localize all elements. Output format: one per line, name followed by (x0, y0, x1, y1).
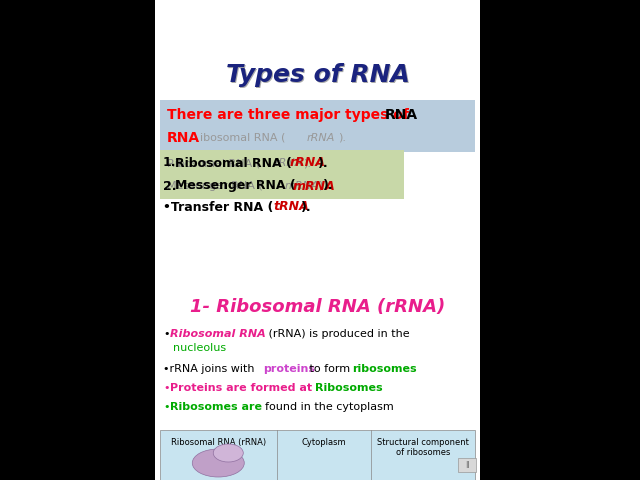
Text: ibosomal RNA (: ibosomal RNA ( (200, 133, 285, 143)
Text: ||: || (465, 461, 469, 468)
Text: ).: ). (323, 180, 333, 192)
Text: tRNA: tRNA (273, 201, 308, 214)
Text: There are three major types of: There are three major types of (167, 108, 413, 122)
Text: ).: ). (318, 156, 328, 169)
Text: Messenger RNA (: Messenger RNA ( (167, 181, 263, 191)
Text: rRNA: rRNA (275, 158, 303, 168)
FancyBboxPatch shape (458, 458, 476, 472)
Text: Proteins are formed at: Proteins are formed at (170, 383, 316, 393)
Text: Ribosomal RNA: Ribosomal RNA (170, 329, 266, 339)
FancyBboxPatch shape (155, 0, 480, 480)
Text: ).: ). (318, 181, 326, 191)
Text: to form: to form (306, 364, 354, 374)
Text: Cytoplasm: Cytoplasm (301, 438, 346, 447)
Text: nucleolus: nucleolus (173, 343, 226, 353)
Text: rRNA: rRNA (290, 156, 326, 169)
Text: RNA: RNA (167, 131, 200, 145)
Text: mRNA: mRNA (285, 181, 319, 191)
Text: proteins: proteins (263, 364, 315, 374)
Text: Ribosomes: Ribosomes (315, 383, 383, 393)
Text: Ribosomal RNA (: Ribosomal RNA ( (167, 158, 260, 168)
Text: ).: ). (338, 133, 346, 143)
Ellipse shape (213, 444, 243, 462)
Text: RNA: RNA (385, 108, 418, 122)
Text: •: • (163, 402, 170, 412)
Text: rRNA: rRNA (307, 133, 335, 143)
Text: •: • (163, 383, 170, 393)
Text: Ribosomal RNA (rRNA): Ribosomal RNA (rRNA) (171, 438, 266, 447)
Ellipse shape (192, 449, 244, 477)
Text: Ribosomes are: Ribosomes are (170, 402, 266, 412)
Text: ).: ). (301, 201, 312, 214)
Text: (rRNA) is produced in the: (rRNA) is produced in the (265, 329, 410, 339)
Text: •: • (163, 329, 170, 339)
Text: Structural component
of ribosomes: Structural component of ribosomes (377, 438, 469, 457)
Text: mRNA: mRNA (293, 180, 336, 192)
FancyBboxPatch shape (160, 174, 404, 199)
Text: found in the cytoplasm: found in the cytoplasm (265, 402, 394, 412)
Text: Types of RNA: Types of RNA (225, 63, 410, 87)
Text: Types of RNA: Types of RNA (227, 64, 410, 88)
Text: ribosomes: ribosomes (352, 364, 417, 374)
Text: 1- Ribosomal RNA (rRNA): 1- Ribosomal RNA (rRNA) (190, 298, 445, 316)
FancyBboxPatch shape (160, 430, 475, 480)
Text: 1.: 1. (163, 156, 177, 169)
Text: Ribosomal RNA (: Ribosomal RNA ( (175, 156, 292, 169)
Text: ).: ). (303, 158, 311, 168)
FancyBboxPatch shape (160, 150, 404, 176)
Text: •rRNA joins with: •rRNA joins with (163, 364, 258, 374)
Text: 2.: 2. (163, 180, 177, 192)
Text: •Transfer RNA (: •Transfer RNA ( (163, 201, 273, 214)
Text: Messenger RNA (: Messenger RNA ( (175, 180, 296, 192)
FancyBboxPatch shape (160, 100, 475, 152)
